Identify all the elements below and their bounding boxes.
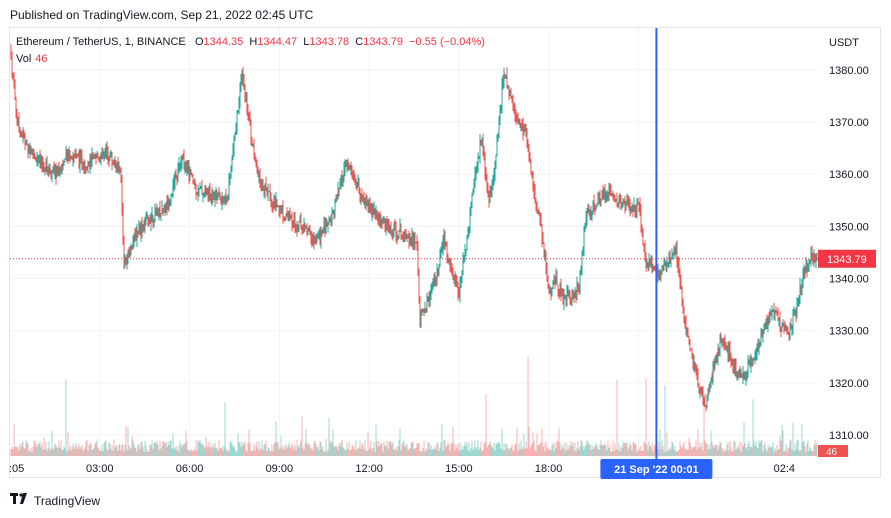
tradingview-footer: TradingView [10,493,100,508]
tradingview-logo-icon [10,493,30,508]
time-tick-label: 06:00 [176,463,204,475]
open-value: 1344.35 [203,36,244,48]
price-tick-label: 1330.00 [829,326,869,338]
volume-bars [10,356,818,456]
ohlc-legend: Ethereum / TetherUS, 1, BINANCE O1344.35… [16,36,485,48]
price-tick-label: 1340.00 [829,274,869,286]
open-label: O [194,36,204,48]
crosshair-time-label: 21 Sep '22 00:01 [614,464,699,476]
currency-label[interactable]: USDT [829,37,859,49]
time-tick-label: 02:4 [774,463,795,475]
volume-value: 46 [35,53,48,65]
last-volume-badge [818,445,848,457]
grid-lines [10,28,818,456]
close-label: C [355,36,364,48]
price-tick-label: 1350.00 [829,221,869,233]
volume-label[interactable]: Vol [16,53,32,65]
chart-frame [9,27,881,478]
price-axis[interactable]: 1380.00 1370.00 1360.00 1350.00 1340.00 1330.… [829,65,869,442]
price-tick-label: 1370.00 [829,117,869,129]
symbol-title[interactable]: Ethereum / TetherUS, 1, BINANCE [16,36,186,48]
price-candles [10,44,818,412]
last-price-badge [818,249,876,268]
axis-badges: 1343.79 46 21 Sep '22 00:01 [600,249,876,479]
crosshair-time-badge [600,459,713,479]
time-tick-label: 09:00 [266,463,294,475]
price-tick-label: 1360.00 [829,169,869,181]
footer-brand[interactable]: TradingView [34,493,101,508]
time-tick-label: :05 [9,463,24,475]
change-value: −0.55 (−0.04%) [409,36,485,48]
time-tick-label: 18:00 [535,463,563,475]
close-value: 1343.79 [363,36,403,48]
published-caption: Published on TradingView.com, Sep 21, 20… [10,8,314,22]
last-price-badge-label: 1343.79 [827,254,867,266]
price-tick-label: 1320.00 [829,378,869,390]
low-value: 1343.78 [309,36,350,48]
price-tick-label: 1310.00 [829,430,869,442]
time-tick-label: 12:00 [355,463,383,475]
time-tick-label: 03:00 [86,463,114,475]
high-value: 1344.47 [257,36,298,48]
time-tick-label: 15:00 [445,463,473,475]
low-label: L [303,36,310,48]
last-volume-badge-label: 46 [826,447,838,458]
high-label: H [249,36,258,48]
price-tick-label: 1380.00 [829,65,869,77]
volume-legend: Vol 46 [16,53,48,65]
